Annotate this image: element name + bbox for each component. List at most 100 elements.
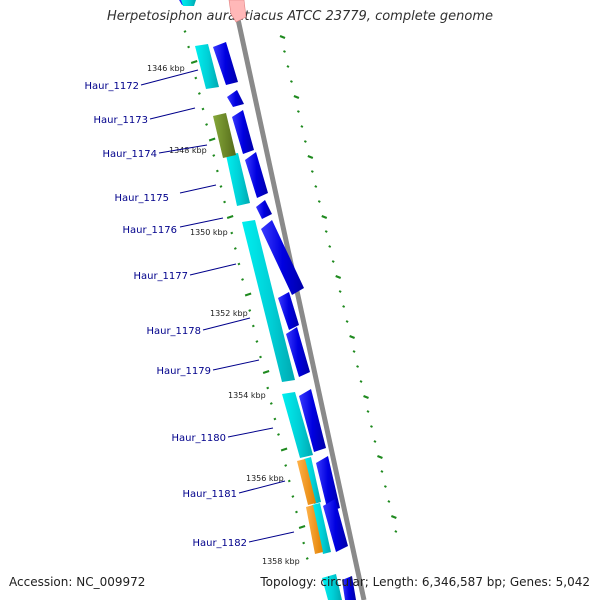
- label-leader-line: [227, 427, 274, 438]
- kbp-label: 1356 kbp: [246, 474, 284, 483]
- gc-tick: [338, 290, 342, 293]
- scale-tick: [226, 215, 234, 219]
- kbp-label: 1352 kbp: [210, 309, 248, 318]
- gc-tick: [310, 170, 314, 173]
- gene-label: Haur_1182: [192, 538, 247, 549]
- scale-tick: [259, 355, 262, 359]
- scale-tick: [269, 402, 273, 405]
- scale-tick: [219, 185, 223, 188]
- label-leader-line: [158, 144, 208, 154]
- map-title: Herpetosiphon aurantiacus ATCC 23779, co…: [106, 9, 494, 24]
- cds-block: [242, 220, 295, 382]
- kbp-label: 1358 kbp: [262, 557, 300, 566]
- gc-tick: [352, 350, 356, 353]
- cds-block: [304, 457, 321, 504]
- gc-tick: [321, 214, 328, 220]
- gc-tick: [293, 94, 300, 100]
- label-leader-line: [179, 217, 224, 228]
- scale-tick: [284, 464, 288, 467]
- scale-tick: [233, 247, 237, 250]
- gene-arrow: [323, 499, 348, 552]
- cds-block: [282, 392, 313, 458]
- gene-arrow: [286, 327, 310, 377]
- cds-block: [322, 574, 342, 600]
- scale-tick: [208, 137, 216, 142]
- scale-tick: [273, 417, 277, 421]
- kbp-label: 1346 kbp: [147, 64, 185, 73]
- gene-label: Haur_1175: [114, 193, 169, 204]
- gc-tick: [390, 514, 397, 520]
- gene-label: Haur_1181: [182, 489, 237, 500]
- gene-label: Haur_1179: [156, 366, 211, 377]
- kbp-label: 1354 kbp: [228, 391, 266, 400]
- label-leader-line: [238, 480, 286, 494]
- scale-tick: [277, 433, 280, 436]
- scale-tick: [262, 370, 270, 374]
- gc-tick: [307, 154, 314, 160]
- gc-tick: [383, 485, 387, 488]
- gene-arrow: [299, 389, 326, 452]
- scale-tick: [215, 169, 219, 173]
- scale-tick: [241, 278, 244, 281]
- gc-tick: [387, 500, 391, 503]
- scale-tick: [295, 510, 298, 514]
- topology-summary: Topology: circular; Length: 6,346,587 bp…: [260, 575, 590, 589]
- accession-text: Accession: NC_009972: [9, 575, 146, 589]
- gene-label: Haur_1173: [93, 115, 148, 126]
- gene-label: Haur_1180: [171, 433, 226, 444]
- gene-arrow: [227, 90, 244, 107]
- scale-tick: [237, 262, 241, 266]
- gene-label: Haur_1172: [84, 81, 139, 92]
- scale-tick: [266, 386, 270, 390]
- scale-tick: [201, 107, 205, 111]
- gene-arrow: [256, 200, 272, 219]
- gene-arrow: [232, 110, 254, 154]
- gc-tick: [303, 140, 307, 143]
- gc-tick: [286, 65, 290, 68]
- cds-block: [195, 44, 219, 89]
- gc-tick: [366, 410, 370, 413]
- scale-tick: [280, 447, 288, 452]
- gene-arrow: [342, 576, 356, 600]
- scale-tick: [287, 479, 291, 483]
- gc-tick: [328, 245, 332, 248]
- scale-tick: [248, 309, 252, 312]
- gc-tick: [359, 380, 363, 383]
- gc-tick: [349, 334, 356, 340]
- gc-tick: [296, 110, 300, 113]
- scale-tick: [302, 541, 306, 545]
- gc-content-ring: [279, 34, 398, 533]
- orange-feature: [306, 505, 323, 554]
- gene-label: Haur_1177: [133, 271, 188, 282]
- gene-label: Haur_1178: [146, 326, 201, 337]
- scale-tick: [205, 123, 209, 126]
- label-leader-line: [202, 317, 251, 331]
- label-leader-line: [248, 531, 295, 543]
- cds-block: [181, 0, 196, 6]
- gc-tick: [345, 320, 349, 323]
- gc-tick: [356, 365, 360, 368]
- gene-arrow: [213, 42, 238, 85]
- scale-tick: [194, 76, 198, 80]
- gene-arrow: [278, 292, 299, 330]
- gc-tick: [370, 425, 373, 428]
- gc-tick: [324, 230, 328, 233]
- kbp-label: 1348 kbp: [169, 146, 207, 155]
- scale-tick: [291, 495, 295, 498]
- forward-genes: [179, 0, 356, 600]
- label-leader-line: [212, 359, 260, 371]
- gc-tick: [331, 260, 335, 263]
- scale-tick: [244, 292, 252, 297]
- gene-label: Haur_1176: [122, 225, 177, 236]
- kbp-label: 1350 kbp: [190, 228, 228, 237]
- scale-tick: [197, 92, 201, 95]
- gene-label: Haur_1174: [102, 149, 157, 160]
- scale-tick: [190, 60, 198, 64]
- gene-arrow: [261, 220, 304, 295]
- orange-feature: [297, 459, 316, 505]
- cds-block: [226, 153, 250, 206]
- gc-tick: [342, 305, 346, 308]
- gc-tick: [373, 440, 377, 443]
- gc-tick: [279, 34, 286, 40]
- gc-tick: [363, 394, 369, 400]
